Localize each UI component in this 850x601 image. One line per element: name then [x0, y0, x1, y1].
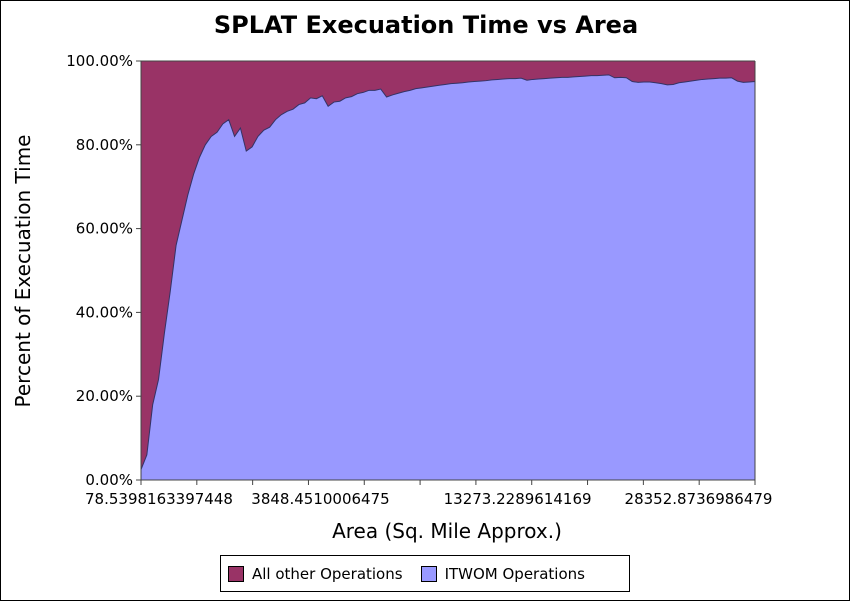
x-tick-label: 28352.8736986479 — [625, 490, 773, 508]
legend-label-itwom-operations: ITWOM Operations — [444, 564, 585, 583]
legend-label-all-other-operations: All other Operations — [252, 564, 403, 583]
y-tick-label: 60.00% — [76, 220, 133, 238]
x-tick-label: 78.5398163397448 — [85, 490, 233, 508]
legend-swatch-all-other-operations — [228, 565, 244, 582]
y-tick-label: 80.00% — [76, 136, 133, 154]
y-tick-label: 0.00% — [85, 471, 133, 489]
series-area-itwom-operations — [140, 74, 756, 481]
x-tick-label: 13273.2289614169 — [444, 490, 592, 508]
legend-item-all-other-operations: All other Operations — [228, 565, 403, 583]
x-tick-label: 3848.4510006475 — [251, 490, 389, 508]
y-axis-title: Percent of Execuation Time — [11, 135, 35, 408]
x-axis-ticks: 78.5398163397448 3848.4510006475 13273.228… — [85, 480, 772, 508]
y-tick-label: 40.00% — [76, 303, 133, 321]
legend-swatch-itwom-operations — [420, 565, 437, 582]
y-tick-label: 20.00% — [76, 387, 133, 405]
legend-item-itwom-operations: ITWOM Operations — [420, 564, 585, 583]
legend: All other Operations ITWOM Operations — [220, 555, 630, 592]
y-axis-ticks: 0.00% 20.00% 40.00% 60.00% 80.00% 100.00% — [66, 52, 141, 489]
x-axis-title: Area (Sq. Mile Approx.) — [332, 519, 562, 543]
chart-title: SPLAT Execuation Time vs Area — [214, 11, 638, 39]
y-tick-label: 100.00% — [66, 52, 133, 70]
